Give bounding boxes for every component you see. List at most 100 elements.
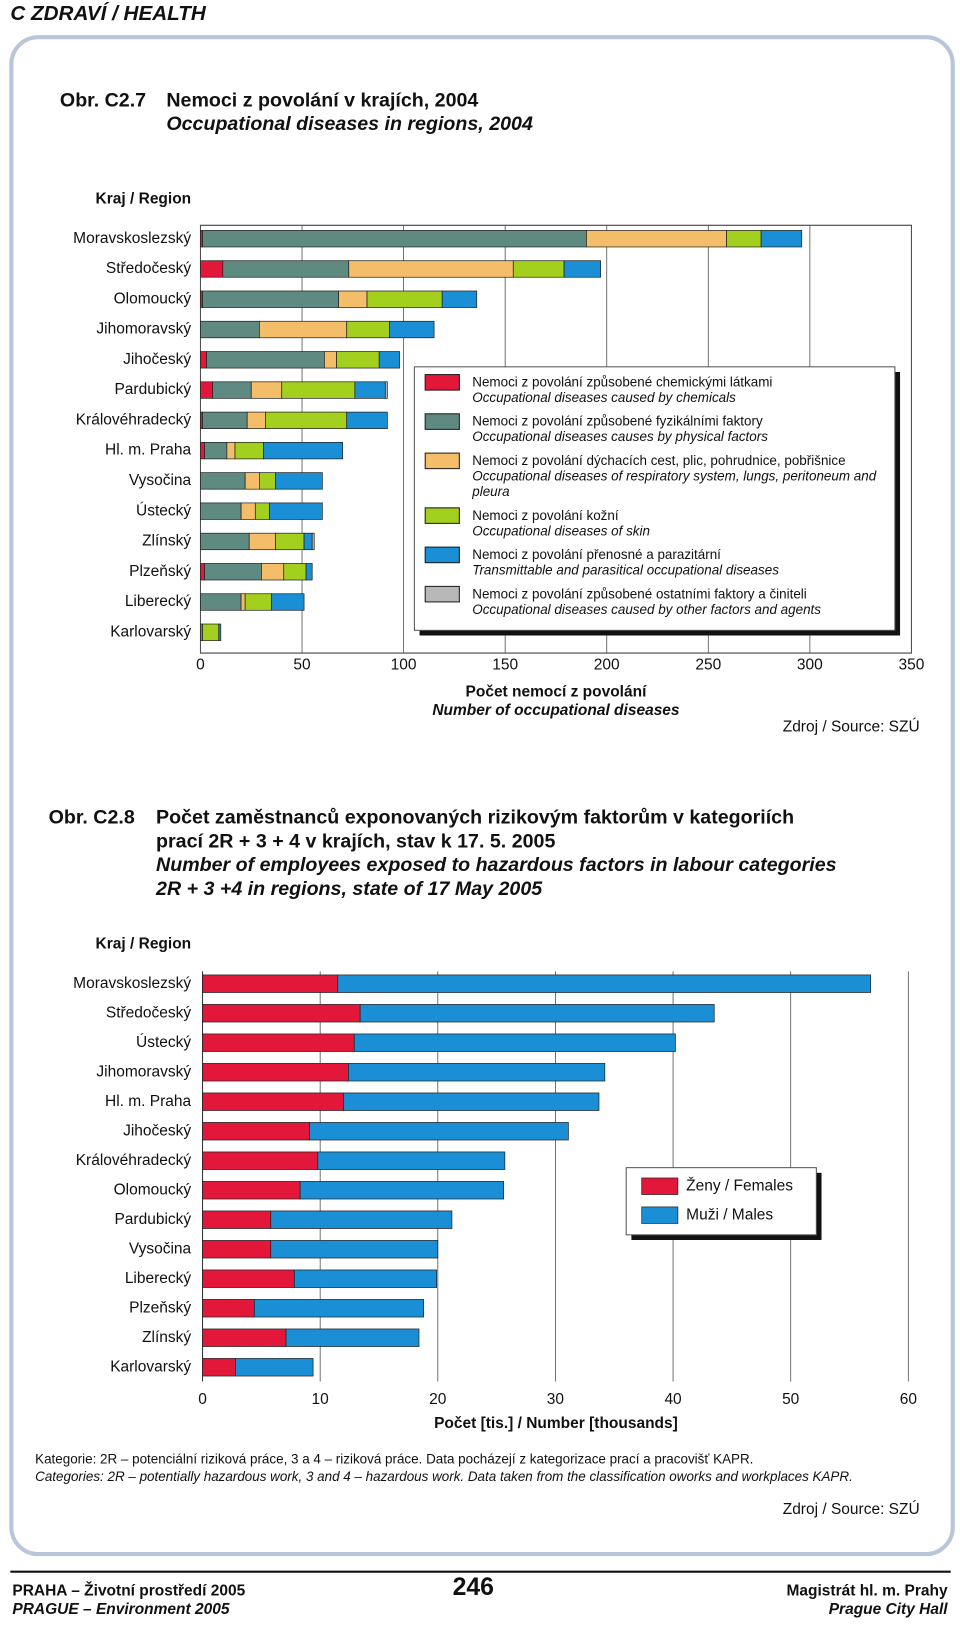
bar-segment (202, 1358, 236, 1377)
x-tick-label: 50 (782, 1391, 800, 1408)
y-tick-label: Hl. m. Praha (105, 442, 192, 459)
y-tick-label: Zlínský (142, 533, 191, 550)
bar-segment (270, 1210, 453, 1229)
x-tick-label: 10 (312, 1391, 330, 1408)
bar-segment (305, 563, 313, 581)
bar-segment (283, 563, 307, 581)
y-tick-label: Ústecký (136, 502, 191, 519)
bar-segment (200, 563, 205, 581)
y-tick-label: Jihočeský (123, 351, 191, 368)
chart-subtitle: Occupational diseases in regions, 2004 (166, 113, 533, 135)
bar-segment (275, 472, 323, 490)
bar-segment (204, 442, 228, 460)
x-tick-label: 20 (429, 1391, 447, 1408)
x-tick-label: 150 (492, 657, 518, 674)
bar-segment (202, 411, 248, 429)
bar-segment (348, 260, 514, 278)
legend-swatch (641, 1177, 679, 1195)
bar-segment (384, 381, 388, 399)
y-tick-label: Liberecký (125, 593, 192, 610)
chart-title: Nemoci z povolání v krajích, 2004 (166, 89, 478, 111)
figure-label: Obr. C2.8 (49, 807, 135, 829)
legend-item: Nemoci z povolání způsobené chemickými l… (424, 374, 887, 405)
legend-item: Nemoci z povolání způsobené ostatními fa… (424, 585, 887, 617)
bar-segment (202, 1092, 345, 1111)
bar-segment (346, 411, 388, 429)
bar-segment (760, 230, 803, 248)
legend-label-en: Occupational diseases causes by physical… (472, 428, 768, 445)
legend-box (413, 366, 896, 631)
bar-segment (240, 593, 246, 611)
x-tick-label: 60 (900, 1391, 918, 1408)
bar-segment (343, 1092, 600, 1111)
bar-segment (303, 532, 313, 551)
x-tick-label: 250 (695, 657, 721, 674)
y-tick-label: Královéhradecký (76, 1152, 192, 1169)
y-tick-label: Moravskoslezský (73, 975, 191, 992)
bar-segment (324, 351, 337, 369)
bar-segment (512, 260, 565, 278)
bar-segment (259, 320, 348, 339)
bar-segment (441, 290, 478, 308)
bar-segment (281, 381, 356, 399)
bar-segment (200, 260, 224, 278)
bar-segment (234, 442, 264, 460)
bar-segment (366, 290, 443, 308)
x-tick-label: 0 (196, 657, 205, 674)
y-tick-label: Plzeňský (129, 1299, 191, 1316)
legend-text: Nemoci z povolání způsobené chemickými l… (472, 374, 772, 405)
figure-label: Obr. C2.7 (60, 89, 146, 111)
bar-segment (299, 1181, 505, 1200)
bar-segment (317, 1151, 506, 1170)
bar-segment (261, 563, 285, 581)
footer-right-en: Prague City Hall (829, 1601, 949, 1618)
bar-segment (202, 1004, 361, 1023)
legend-label: Nemoci z povolání kožní (472, 507, 619, 523)
y-tick-label: Ústecký (136, 1034, 191, 1051)
note: Kategorie: 2R – potenciální riziková prá… (35, 1452, 753, 1467)
bar-segment (285, 1328, 420, 1347)
legend-swatch (424, 585, 460, 603)
bar-segment (246, 411, 266, 429)
legend-label: Nemoci z povolání způsobené chemickými l… (472, 374, 773, 390)
y-tick-label: Moravskoslezský (73, 230, 191, 247)
bar-segment (202, 1151, 319, 1170)
bar-segment (202, 1033, 355, 1052)
bar-segment (202, 623, 220, 641)
legend-item: Nemoci z povolání přenosné a parazitární… (424, 546, 887, 578)
legend-label-en: Transmittable and parasitical occupation… (472, 562, 779, 578)
y-tick-label: Liberecký (125, 1270, 192, 1287)
bar-segment (200, 442, 205, 460)
legend-label: Nemoci z povolání způsobené fyzikálními … (472, 413, 763, 429)
bar-segment (226, 442, 236, 460)
note: Categories: 2R – potentially hazardous w… (35, 1469, 853, 1484)
bar-segment (202, 230, 587, 248)
panel-frame (9, 35, 955, 1557)
bar-segment (353, 1033, 676, 1052)
legend-label: Ženy / Females (686, 1177, 793, 1194)
x-axis-label: Počet nemocí z povolání (466, 683, 648, 700)
y-tick-label: Královéhradecký (76, 411, 192, 428)
legend-item: Nemoci z povolání kožní Occupational dise… (424, 507, 887, 538)
y-tick-label: Středočeský (106, 260, 192, 277)
bar-segment (309, 1122, 569, 1141)
section-header: C ZDRAVÍ / HEALTH (10, 2, 207, 25)
legend-text: Nemoci z povolání způsobené fyzikálními … (472, 413, 768, 444)
bar-segment (212, 381, 252, 399)
bar-segment (336, 351, 380, 369)
bar-segment (389, 320, 435, 339)
legend-swatch (424, 546, 460, 564)
bar-segment (200, 532, 250, 551)
bar-segment (244, 472, 260, 490)
legend-label: Nemoci z povolání dýchacích cest, plic, … (472, 452, 846, 469)
bar-segment (202, 1063, 349, 1082)
bar-segment (271, 593, 305, 611)
y-tick-label: Středočeský (106, 1004, 192, 1021)
legend-label: Muži / Males (686, 1206, 773, 1223)
legend-label-en: Occupational diseases caused by chemical… (472, 389, 736, 406)
bar-segment (254, 502, 270, 520)
bar-segment (202, 1122, 310, 1141)
bar-segment (250, 381, 283, 399)
legend-label-en: Occupational diseases of respiratory sys… (472, 468, 877, 500)
